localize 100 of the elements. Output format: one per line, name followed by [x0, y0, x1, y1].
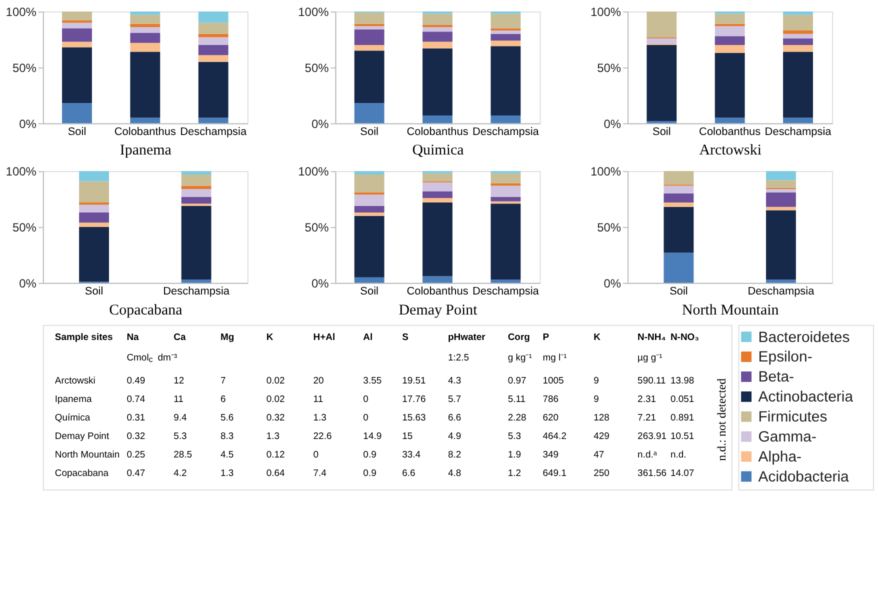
text: 0.12 [266, 450, 285, 461]
text: 6.6 [402, 468, 416, 479]
bar [79, 222, 109, 228]
text: N-NO₃ [670, 332, 700, 343]
bar [354, 194, 384, 206]
text: 128 [594, 412, 610, 424]
bar [354, 171, 384, 175]
text: 11 [174, 394, 184, 406]
text: Arctowski [54, 376, 96, 387]
bar [130, 42, 160, 52]
text: 5.3 [174, 431, 187, 442]
text: 1.2 [508, 468, 522, 479]
bar [646, 45, 677, 122]
bar [354, 29, 384, 46]
bar [766, 206, 796, 210]
text: Demay Point [54, 431, 110, 442]
bar [354, 12, 384, 24]
bar [130, 32, 160, 43]
text: K [266, 332, 274, 343]
bar [664, 171, 694, 185]
bar [62, 42, 92, 48]
bar [664, 206, 694, 253]
x-tick-label: Deschampsia [472, 285, 540, 298]
x-tick-label: Soil [360, 285, 378, 298]
bar [422, 14, 452, 25]
x-tick-label: Colobanthus [114, 126, 176, 138]
y-tick-label: 0% [19, 116, 37, 131]
bar [130, 24, 160, 28]
bar [490, 46, 521, 116]
bar [198, 45, 228, 56]
text: n.d.: not detected [714, 378, 728, 461]
legend-label: Alpha- [758, 448, 802, 466]
bar [62, 12, 92, 20]
x-axis-title: Copacabana [109, 302, 183, 318]
y-tick-label: 0% [19, 276, 37, 290]
text: 12 [174, 376, 184, 387]
y-tick-label: 50% [12, 220, 37, 235]
bar [766, 171, 796, 180]
bar [422, 198, 452, 202]
text: 0.02 [266, 376, 285, 387]
bar [181, 280, 212, 283]
bar [766, 192, 796, 207]
x-axis-title: Arctowski [699, 142, 762, 159]
y-tick-label: 100% [298, 5, 330, 20]
bar [783, 14, 813, 31]
text: 7 [220, 376, 226, 387]
text: 33.4 [402, 450, 421, 461]
x-axis-title: North Mountain [682, 302, 780, 318]
bar [181, 189, 212, 197]
bar [664, 252, 694, 283]
text: 11 [313, 394, 324, 406]
bar [422, 202, 452, 276]
y-tick-label: 100% [6, 5, 37, 20]
bar [354, 192, 384, 195]
text: 8.3 [220, 431, 234, 442]
bar [354, 277, 384, 283]
text: 14.9 [363, 431, 382, 442]
bar [198, 37, 228, 46]
text: 9 [594, 376, 599, 387]
bar [130, 12, 160, 15]
y-tick-label: 50% [304, 220, 330, 235]
y-tick-label: 0% [604, 276, 622, 290]
x-tick-label: Soil [360, 126, 378, 138]
text: 786 [542, 394, 559, 406]
bar [422, 42, 452, 48]
text: 0.051 [670, 394, 694, 406]
text: 0 [363, 394, 368, 406]
text: µg g⁻¹ [638, 352, 662, 364]
bar [354, 103, 384, 124]
bar [354, 206, 384, 213]
text: North Mountain [54, 450, 120, 461]
bar [198, 118, 228, 124]
text: 464.2 [542, 431, 566, 442]
bar [130, 118, 160, 124]
bar [354, 45, 384, 51]
text: n.d.ᵃ [638, 450, 658, 461]
text: 47 [594, 450, 604, 461]
y-tick-label: 0% [311, 116, 330, 131]
bar [130, 14, 160, 24]
text: 0.25 [126, 450, 146, 461]
bar [62, 20, 92, 23]
text: Sample sites [54, 332, 113, 343]
text: 19.51 [402, 376, 426, 387]
text: 28.5 [174, 450, 192, 461]
text: 1.9 [508, 450, 522, 461]
x-tick-label: Soil [84, 285, 104, 298]
text: N-NH₄ [638, 332, 666, 343]
text: 0.31 [126, 412, 146, 424]
bar [422, 32, 452, 42]
bar [354, 216, 384, 278]
text: 0.32 [266, 412, 285, 424]
legend-label: Bacteroidetes [758, 328, 850, 346]
y-tick-label: 50% [12, 60, 37, 75]
bar [422, 276, 452, 283]
text: 4.5 [220, 450, 234, 461]
bar [783, 30, 813, 34]
bar [422, 191, 452, 198]
x-tick-label: Soil [68, 126, 86, 138]
legend-label: Acidobacteria [758, 468, 850, 486]
text: 15.63 [402, 412, 426, 424]
